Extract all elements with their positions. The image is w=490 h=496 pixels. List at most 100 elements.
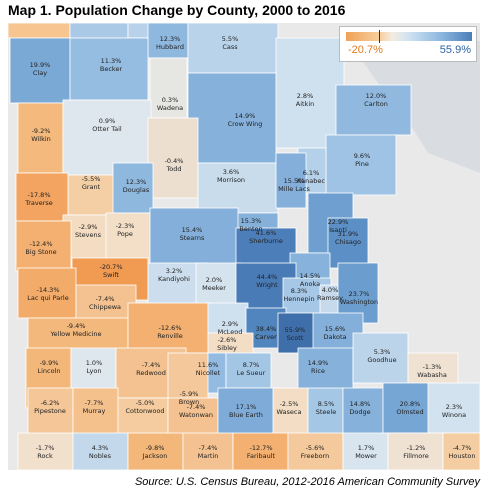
county-crow-wing[interactable] (187, 72, 277, 164)
county-value-label: 15.4% (182, 226, 203, 234)
county-name-label: Martin (198, 452, 219, 460)
county-mower[interactable] (342, 432, 389, 470)
county-name-label: Becker (100, 65, 123, 73)
county-value-label: 31.9% (338, 230, 359, 238)
county-name-label: Wabasha (417, 371, 447, 379)
county-pine[interactable] (325, 134, 397, 196)
county-name-label: McLeod (218, 328, 243, 336)
county-name-label: Lincoln (37, 367, 60, 375)
county-name-label: Swift (103, 271, 119, 279)
county-value-label: -12.7% (250, 444, 273, 452)
county-name-label: Hubbard (156, 43, 184, 51)
county-value-label: 11.6% (198, 361, 219, 369)
county-name-label: Steele (316, 408, 336, 416)
county-wabasha[interactable] (407, 352, 459, 389)
county-chisago[interactable] (327, 217, 369, 269)
county-name-label: Goodhue (367, 356, 396, 364)
county-name-label: Mille Lacs (278, 185, 310, 193)
county-aitkin[interactable] (275, 37, 345, 149)
county-name-label: Anoka (300, 280, 320, 288)
county-blue-earth[interactable] (217, 387, 279, 439)
county-name-label: Mower (355, 452, 377, 460)
county-le-sueur[interactable] (225, 352, 272, 389)
county-douglas[interactable] (112, 162, 154, 214)
county-name-label: Yellow Medicine (49, 330, 101, 338)
county-name-label: Crow Wing (228, 120, 263, 128)
county-name-label: Todd (165, 165, 181, 173)
county-value-label: -5.6% (306, 444, 325, 452)
choropleth-map: 12.3%Hubbard5.5%Cass19.9%Clay11.3%Becker… (8, 23, 480, 470)
county-name-label: Waseca (277, 408, 302, 416)
county-houston[interactable] (442, 432, 480, 470)
county-value-label: 17.1% (236, 403, 257, 411)
legend-max-label: 55.9% (439, 44, 471, 56)
county-scott[interactable] (277, 312, 319, 354)
county-value-label: 14.5% (300, 272, 321, 280)
county-rock[interactable] (17, 432, 74, 470)
county-lac-qui-parle[interactable] (17, 267, 77, 319)
county-traverse[interactable] (15, 172, 69, 222)
county-value-label: -7.4% (96, 295, 115, 303)
county-name-label: Rice (311, 367, 325, 375)
county-unlabeled[interactable] (8, 23, 71, 39)
county-name-label: Redwood (136, 369, 166, 377)
county-name-label: Dodge (349, 408, 370, 416)
county-value-label: 5.5% (222, 35, 239, 43)
county-otter-tail[interactable] (62, 99, 152, 176)
county-name-label: Winona (442, 411, 466, 419)
county-rice[interactable] (297, 347, 354, 394)
county-value-label: 1.0% (86, 359, 103, 367)
county-value-label: -1.2% (407, 444, 426, 452)
county-name-label: Wilkin (31, 135, 51, 143)
county-winona[interactable] (427, 382, 480, 434)
county-unlabeled[interactable] (69, 23, 129, 39)
county-value-label: -12.6% (159, 324, 182, 332)
county-name-label: Aitkin (296, 100, 315, 108)
county-wilkin[interactable] (17, 102, 64, 174)
county-name-label: Pine (355, 160, 369, 168)
county-name-label: Meeker (202, 284, 226, 292)
county-freeborn[interactable] (287, 432, 344, 470)
county-value-label: -5.9% (180, 390, 199, 398)
county-name-label: Chisago (335, 238, 361, 246)
county-watonwan[interactable] (167, 397, 219, 439)
county-name-label: Chippewa (89, 303, 121, 311)
county-carlton[interactable] (335, 84, 412, 136)
county-nobles[interactable] (72, 432, 129, 470)
county-name-label: Kanabec (297, 177, 325, 185)
county-value-label: 14.9% (308, 359, 329, 367)
county-value-label: 44.4% (257, 273, 278, 281)
county-name-label: Brown (179, 398, 199, 406)
county-goodhue[interactable] (352, 332, 409, 384)
county-value-label: 2.0% (206, 276, 223, 284)
county-cottonwood[interactable] (117, 397, 169, 439)
county-value-label: 38.4% (256, 325, 277, 333)
county-value-label: 3.2% (166, 267, 183, 275)
county-name-label: Renville (157, 332, 183, 340)
county-value-label: -1.7% (36, 444, 55, 452)
county-value-label: 12.3% (160, 35, 181, 43)
county-fillmore[interactable] (387, 432, 444, 470)
county-steele[interactable] (307, 387, 344, 439)
county-value-label: 23.7% (349, 290, 370, 298)
county-big-stone[interactable] (15, 220, 72, 272)
county-name-label: Grant (82, 183, 101, 191)
county-todd[interactable] (147, 117, 199, 199)
county-pope[interactable] (105, 212, 152, 264)
county-name-label: Murray (83, 407, 106, 415)
county-name-label: Blue Earth (229, 411, 263, 419)
county-martin[interactable] (182, 432, 234, 470)
county-name-label: Traverse (24, 199, 53, 207)
county-name-label: Washington (340, 298, 378, 306)
county-value-label: -2.6% (218, 336, 237, 344)
county-name-label: Rock (37, 452, 53, 460)
county-value-label: 11.3% (101, 57, 122, 65)
county-jackson[interactable] (127, 432, 184, 470)
county-mille-lacs[interactable] (275, 152, 307, 209)
county-value-label: 6.1% (303, 169, 320, 177)
county-name-label: Nicollet (196, 369, 221, 377)
county-value-label: 5.3% (374, 348, 391, 356)
county-name-label: Hennepin (283, 295, 314, 303)
county-name-label: Stearns (180, 234, 205, 242)
county-name-label: Benton (239, 225, 262, 233)
